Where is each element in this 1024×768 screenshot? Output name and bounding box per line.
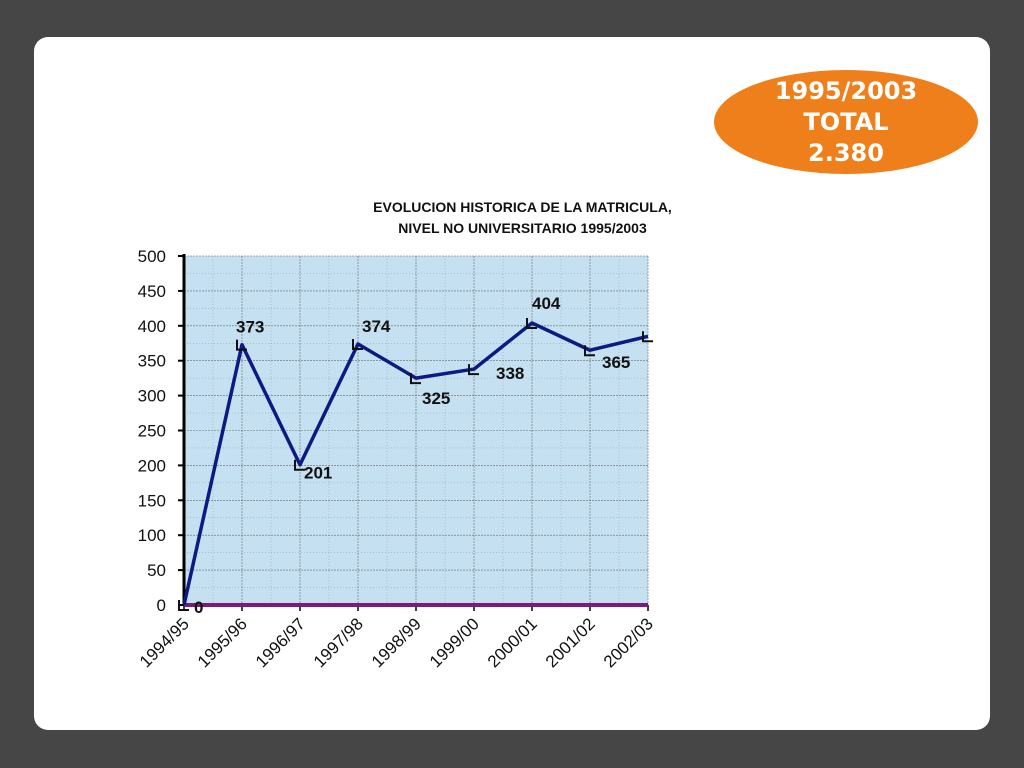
y-tick-label: 0 [157, 596, 166, 615]
y-tick-label: 400 [138, 317, 166, 336]
data-label: 404 [532, 294, 561, 313]
y-tick-label: 150 [138, 491, 166, 510]
y-tick-label: 200 [138, 456, 166, 475]
data-marker [526, 318, 537, 330]
data-label: 373 [236, 318, 264, 337]
y-tick-label: 300 [138, 387, 166, 406]
x-tick-label: 2002/03 [600, 614, 657, 671]
y-tick-label: 500 [138, 247, 166, 266]
chart-title: EVOLUCION HISTORICA DE LA MATRICULA, [373, 199, 672, 215]
data-marker [352, 338, 363, 350]
badge-period: 1995/2003 [774, 76, 918, 105]
y-tick-label: 250 [138, 422, 166, 441]
data-label: 365 [602, 353, 630, 372]
x-tick-label: 1996/97 [252, 614, 309, 671]
y-tick-label: 100 [138, 526, 166, 545]
data-label: 325 [422, 389, 450, 408]
badge-total-value: 2.380 [808, 138, 884, 167]
x-tick-label: 1995/96 [194, 614, 251, 671]
x-tick-label: 2000/01 [484, 614, 541, 671]
data-label: 201 [304, 464, 332, 483]
y-tick-label: 50 [147, 561, 166, 580]
data-label: 0 [194, 598, 203, 617]
x-tick-label: 2001/02 [542, 614, 599, 671]
y-tick-label: 350 [138, 352, 166, 371]
data-marker [236, 339, 247, 351]
data-marker [584, 345, 595, 357]
data-marker [294, 459, 305, 471]
x-tick-label: 1998/99 [368, 614, 425, 671]
data-marker [410, 373, 421, 385]
data-marker [468, 364, 479, 376]
x-tick-label: 1999/00 [426, 614, 483, 671]
chart-title-block: EVOLUCION HISTORICA DE LA MATRICULA, NIV… [300, 197, 745, 239]
x-tick-label: 1997/98 [310, 614, 367, 671]
data-marker [178, 600, 189, 611]
data-marker [642, 331, 653, 343]
y-tick-label: 450 [138, 282, 166, 301]
badge-total-label: TOTAL [803, 107, 889, 136]
data-label: 338 [496, 364, 524, 383]
chart-subtitle: NIVEL NO UNIVERSITARIO 1995/2003 [398, 220, 647, 236]
total-badge: 1995/2003 TOTAL 2.380 [714, 70, 978, 174]
series-line [182, 321, 649, 606]
data-label: 374 [362, 317, 391, 336]
x-tick-label: 1994/95 [136, 614, 193, 671]
